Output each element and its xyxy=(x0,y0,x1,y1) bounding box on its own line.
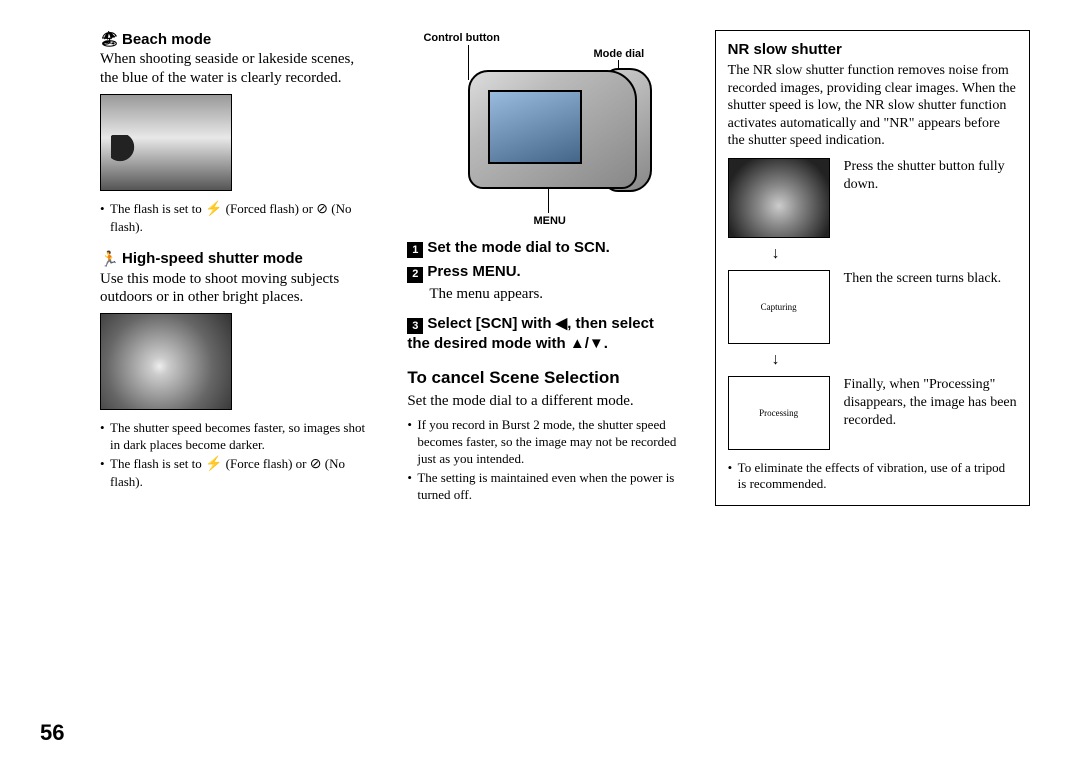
label-control-button: Control button xyxy=(423,32,499,44)
step-2-number: 2 xyxy=(407,267,423,283)
highspeed-body: Use this mode to shoot moving subjects o… xyxy=(100,270,372,308)
nr-box: NR slow shutter The NR slow shutter func… xyxy=(715,30,1030,506)
nr-row-3: Processing Finally, when "Processing" di… xyxy=(728,376,1017,450)
column-3: NR slow shutter The NR slow shutter func… xyxy=(715,30,1030,517)
col2-notes: If you record in Burst 2 mode, the shutt… xyxy=(407,417,679,503)
step-2-sub: The menu appears. xyxy=(429,285,679,304)
highspeed-note-2: The flash is set to ⚡ (Force flash) or ⊘… xyxy=(100,456,372,491)
beach-heading-text: Beach mode xyxy=(122,31,211,48)
column-1: 🏖 Beach mode When shooting seaside or la… xyxy=(100,30,372,517)
camera-illustration: Control button Mode dial MENU xyxy=(413,30,673,230)
step-1: 1Set the mode dial to SCN. xyxy=(407,238,679,258)
nr-screen-processing: Processing xyxy=(728,376,830,450)
highspeed-photo xyxy=(100,313,232,410)
beach-mode-heading: 🏖 Beach mode xyxy=(100,30,372,48)
nr-caption-1: Press the shutter button fully down. xyxy=(844,158,1017,194)
nr-row-2: Capturing Then the screen turns black. xyxy=(728,270,1017,344)
nr-caption-2: Then the screen turns black. xyxy=(844,270,1017,288)
step-1-number: 1 xyxy=(407,242,423,258)
nr-row-1: Press the shutter button fully down. xyxy=(728,158,1017,238)
beach-body: When shooting seaside or lakeside scenes… xyxy=(100,50,372,88)
label-menu: MENU xyxy=(533,215,565,227)
nr-sample-photo xyxy=(728,158,830,238)
arrow-down-icon-2: ↓ xyxy=(772,352,1017,368)
step-3-number: 3 xyxy=(407,318,423,334)
cancel-body: Set the mode dial to a different mode. xyxy=(407,392,679,411)
nr-body: The NR slow shutter function removes noi… xyxy=(728,62,1017,150)
nr-notes: To eliminate the effects of vibration, u… xyxy=(728,460,1017,494)
flash-icon: ⚡ xyxy=(205,202,222,217)
nr-note-1: To eliminate the effects of vibration, u… xyxy=(728,460,1017,494)
highspeed-heading-text: High-speed shutter mode xyxy=(122,250,303,267)
page-number: 56 xyxy=(40,720,64,746)
col2-note-1: If you record in Burst 2 mode, the shutt… xyxy=(407,417,679,468)
noflash-icon: ⊘ xyxy=(316,202,328,217)
highspeed-notes: The shutter speed becomes faster, so ima… xyxy=(100,420,372,491)
beach-icon: 🏖 xyxy=(100,30,116,48)
beach-note-1: The flash is set to ⚡ (Forced flash) or … xyxy=(100,201,372,236)
col2-note-2: The setting is maintained even when the … xyxy=(407,470,679,504)
flash-icon: ⚡ xyxy=(205,457,222,472)
camera-screen-icon xyxy=(488,90,582,164)
nr-screen-capturing: Capturing xyxy=(728,270,830,344)
cancel-heading: To cancel Scene Selection xyxy=(407,368,679,388)
beach-notes: The flash is set to ⚡ (Forced flash) or … xyxy=(100,201,372,236)
nr-caption-3: Finally, when "Processing" disappears, t… xyxy=(844,376,1017,431)
noflash-icon: ⊘ xyxy=(310,457,322,472)
arrow-down-icon-1: ↓ xyxy=(772,246,1017,262)
column-2: Control button Mode dial MENU 1Set the m… xyxy=(407,30,679,517)
beach-photo xyxy=(100,94,232,191)
nr-heading: NR slow shutter xyxy=(728,41,1017,58)
label-mode-dial: Mode dial xyxy=(593,48,644,60)
step-2: 2Press MENU. xyxy=(407,262,679,282)
highspeed-heading: 🏃 High-speed shutter mode xyxy=(100,250,372,268)
step-3: 3Select [SCN] with ◀, then select the de… xyxy=(407,314,679,355)
runner-icon: 🏃 xyxy=(100,250,116,268)
highspeed-note-1: The shutter speed becomes faster, so ima… xyxy=(100,420,372,454)
